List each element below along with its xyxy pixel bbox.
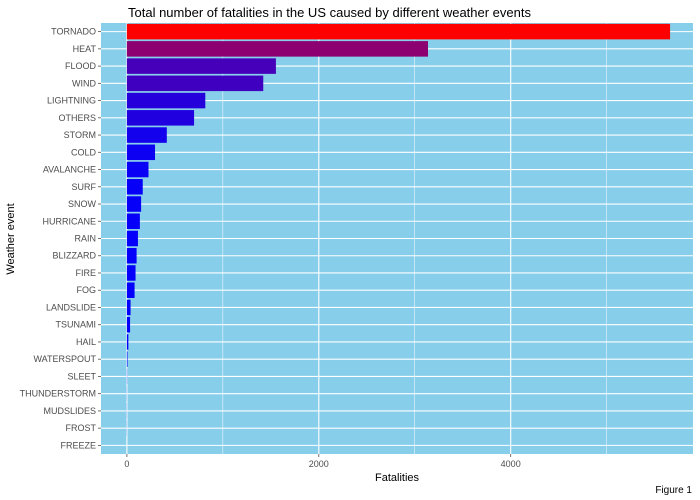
y-tick-label: WATERSPOUT <box>34 354 97 364</box>
bar-rain <box>126 230 138 247</box>
y-tick-label: RAIN <box>74 234 96 244</box>
y-tick-label: HURRICANE <box>42 216 96 226</box>
bar-hurricane <box>126 213 140 230</box>
bar-heat <box>126 41 428 57</box>
bar-fire <box>126 265 136 281</box>
y-tick-label: FOG <box>77 285 97 295</box>
y-axis-tick-labels: TORNADO HEAT FLOOD WIND LIGHTNING OTHERS STORM… <box>20 27 101 450</box>
x-tick-label: 0 <box>124 459 129 469</box>
bar-wind <box>126 75 264 92</box>
y-tick-label: OTHERS <box>58 113 96 123</box>
y-tick-label: HEAT <box>73 44 97 54</box>
y-tick-label: LANDSLIDE <box>46 302 96 312</box>
bars <box>126 23 671 436</box>
bar-landslide <box>126 299 131 316</box>
y-tick-label: FLOOD <box>65 61 97 71</box>
y-tick-label: SLEET <box>67 371 96 381</box>
y-tick-label: BLIZZARD <box>52 251 96 261</box>
bar-hail <box>126 334 129 350</box>
bar-lightning <box>126 92 206 109</box>
y-tick-label: THUNDERSTORM <box>20 389 96 399</box>
y-tick-label: STORM <box>64 130 96 140</box>
y-tick-label: AVALANCHE <box>43 165 96 175</box>
bar-tornado <box>126 23 671 40</box>
x-axis-tick-labels: 0 2000 4000 <box>124 454 521 469</box>
y-tick-label: LIGHTNING <box>47 96 96 106</box>
y-axis-title: Weather event <box>5 203 17 274</box>
y-tick-label: FROST <box>66 423 97 433</box>
bar-tsunami <box>126 316 131 333</box>
x-tick-label: 2000 <box>309 459 329 469</box>
y-tick-label: WIND <box>72 78 96 88</box>
bar-avalanche <box>126 161 149 178</box>
y-tick-label: SURF <box>72 182 97 192</box>
y-tick-label: HAIL <box>76 337 96 347</box>
bar-fog <box>126 282 135 298</box>
x-tick-label: 4000 <box>501 459 521 469</box>
y-tick-label: COLD <box>71 147 97 157</box>
y-tick-label: SNOW <box>68 199 97 209</box>
y-tick-label: MUDSLIDES <box>43 406 96 416</box>
chart-title: Total number of fatalities in the US cau… <box>128 5 531 20</box>
y-tick-label: FREEZE <box>60 440 96 450</box>
bar-flood <box>126 58 276 74</box>
y-tick-label: TORNADO <box>51 27 96 37</box>
x-axis-title: Fatalities <box>375 472 420 484</box>
y-tick-label: TSUNAMI <box>56 320 97 330</box>
figure-caption: Figure 1 <box>655 485 692 496</box>
bar-cold <box>126 144 156 161</box>
bar-snow <box>126 196 142 212</box>
bar-storm <box>126 127 167 143</box>
bar-waterspout <box>126 351 128 367</box>
bar-others <box>126 110 195 126</box>
bar-blizzard <box>126 247 137 264</box>
y-tick-label: FIRE <box>75 268 96 278</box>
bar-surf <box>126 179 143 195</box>
